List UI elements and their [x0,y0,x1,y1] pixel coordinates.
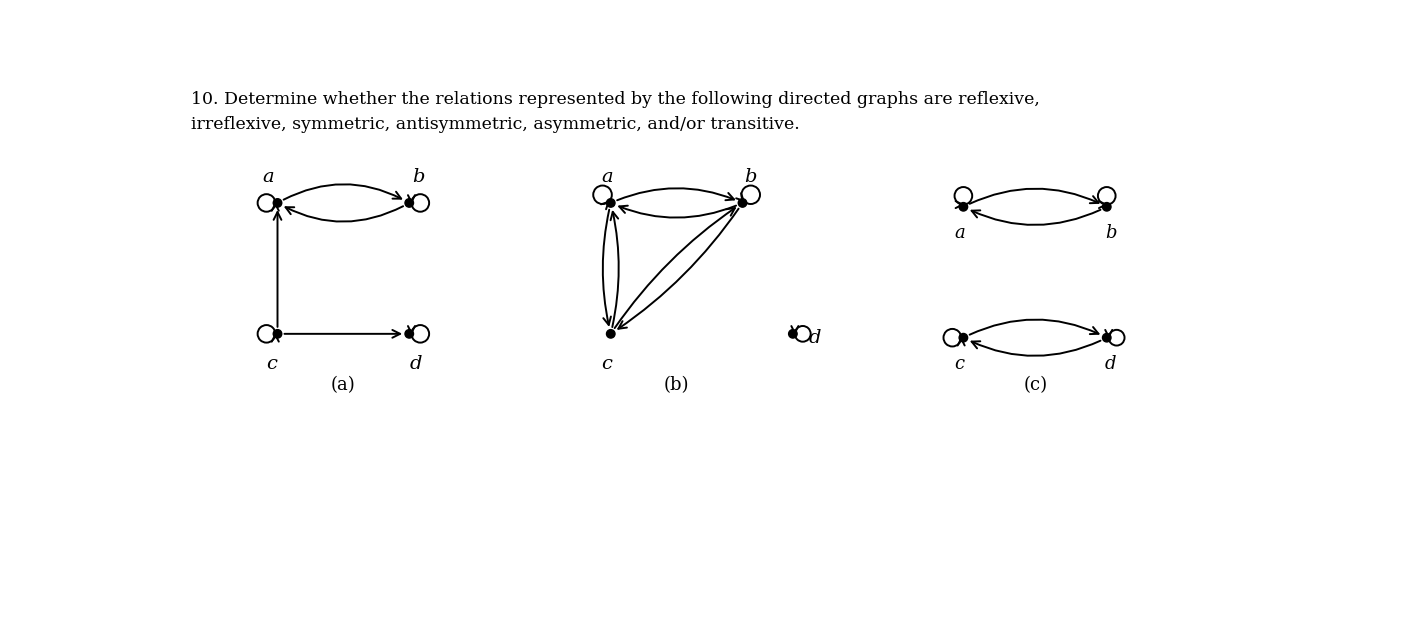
Circle shape [1103,334,1111,342]
Text: d: d [409,356,421,373]
Text: d: d [809,329,822,347]
Circle shape [738,198,747,207]
Text: b: b [744,168,756,186]
Text: c: c [954,355,964,372]
Text: a: a [601,168,612,186]
Circle shape [959,203,967,211]
Text: 10. Determine whether the relations represented by the following directed graphs: 10. Determine whether the relations repr… [191,91,1039,133]
Circle shape [1103,203,1111,211]
Circle shape [959,334,967,342]
Text: b: b [1104,223,1117,242]
Text: c: c [266,356,277,373]
Circle shape [404,330,413,338]
Circle shape [273,198,281,207]
Text: (a): (a) [331,376,356,394]
Text: a: a [263,168,274,186]
Circle shape [404,198,413,207]
Text: a: a [954,223,964,242]
Text: (c): (c) [1024,376,1048,394]
Text: c: c [601,356,612,373]
Text: (b): (b) [665,376,690,394]
Text: b: b [413,168,424,186]
Circle shape [607,198,615,207]
Circle shape [789,330,797,338]
Text: d: d [1104,355,1117,372]
Circle shape [273,330,281,338]
Circle shape [607,330,615,338]
